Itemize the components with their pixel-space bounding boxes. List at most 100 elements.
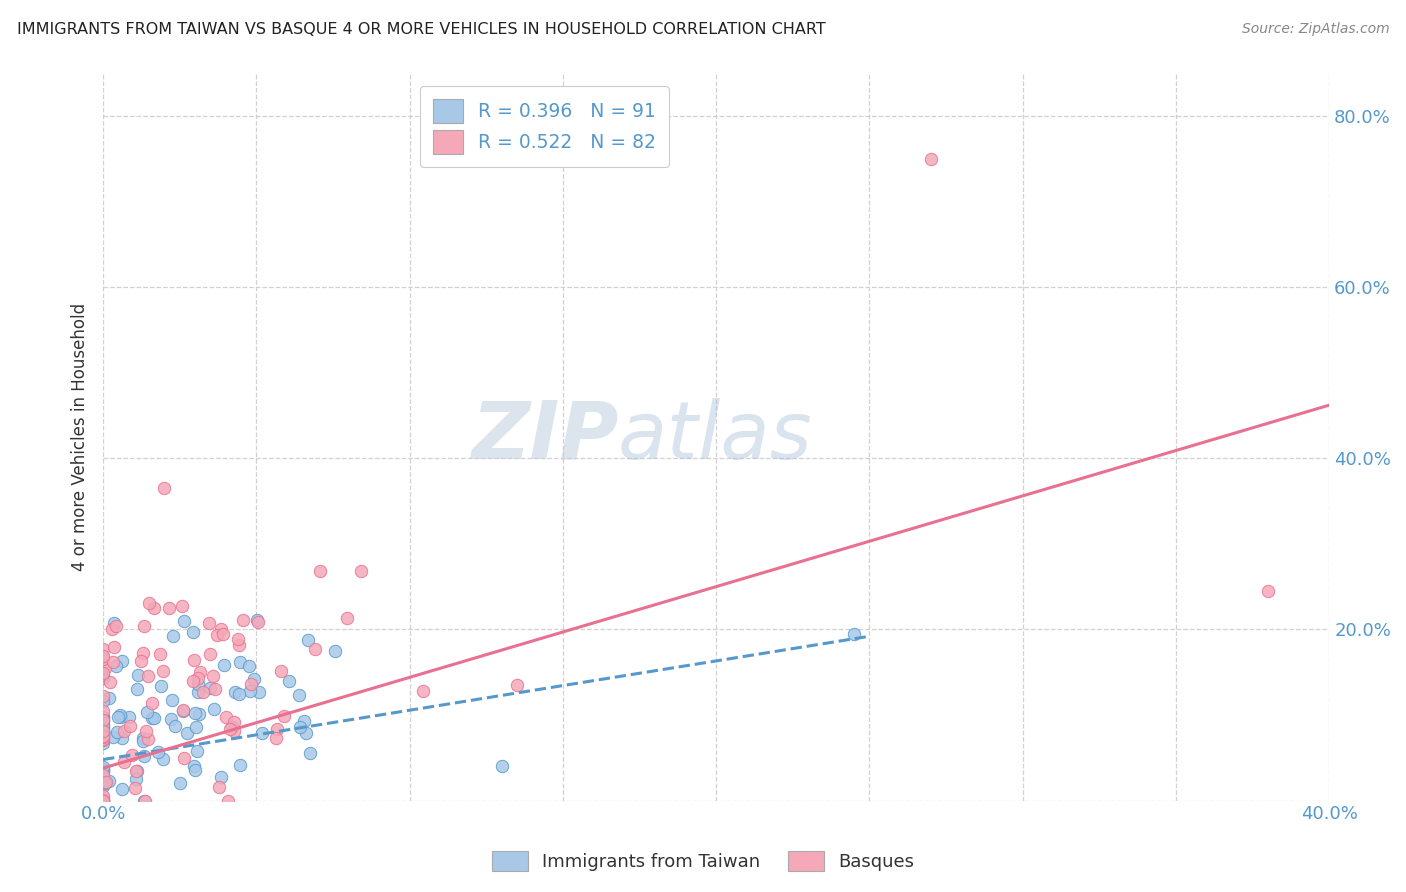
Point (136, 669, 159, 683)
Point (138, 596, 160, 610)
Point (222, 714, 245, 729)
Point (91, 789, 114, 804)
Point (132, 646, 155, 660)
Point (91, 721, 114, 735)
Point (91, 736, 114, 750)
Point (91, 793, 114, 807)
Point (295, 725, 318, 739)
Point (173, 614, 195, 628)
Point (125, 682, 148, 697)
Point (142, 711, 165, 725)
Point (91, 649, 114, 664)
Point (209, 622, 232, 636)
Point (110, 782, 132, 797)
Point (491, 759, 513, 773)
Point (152, 752, 174, 766)
Point (172, 599, 194, 613)
Point (187, 677, 209, 691)
Point (101, 623, 124, 637)
Point (149, 647, 172, 661)
Point (243, 672, 266, 686)
Point (98, 691, 121, 706)
Point (132, 731, 155, 745)
Point (198, 681, 221, 695)
Point (111, 731, 134, 745)
Point (91, 794, 114, 808)
Point (212, 626, 235, 640)
Point (94, 776, 117, 790)
Point (297, 633, 319, 648)
Point (91, 794, 114, 808)
Point (350, 564, 373, 578)
Point (125, 772, 148, 786)
Point (91, 730, 114, 744)
Point (91, 665, 114, 680)
Point (187, 671, 209, 685)
Point (91, 760, 114, 774)
Point (228, 687, 250, 701)
Point (124, 781, 146, 796)
Point (163, 718, 186, 732)
Point (101, 655, 124, 669)
Point (91, 794, 114, 808)
Point (205, 628, 228, 642)
Point (91, 727, 114, 741)
Point (201, 668, 224, 682)
Point (173, 751, 195, 765)
Point (91, 722, 114, 736)
Point (143, 600, 166, 615)
Point (288, 688, 311, 702)
Point (250, 726, 273, 740)
Point (191, 684, 214, 698)
Point (129, 654, 152, 668)
Text: atlas: atlas (619, 398, 813, 475)
Point (187, 685, 209, 699)
Point (278, 674, 301, 689)
Point (103, 640, 125, 654)
Point (204, 682, 226, 697)
Point (91, 713, 114, 727)
Point (111, 654, 134, 668)
Point (228, 639, 250, 653)
Point (169, 776, 191, 790)
Point (91, 791, 114, 805)
Point (298, 746, 321, 760)
Point (264, 731, 287, 745)
Point (132, 794, 155, 808)
Point (224, 724, 246, 739)
Point (218, 722, 240, 736)
Point (266, 722, 288, 736)
Point (184, 763, 207, 777)
Point (91, 713, 114, 727)
Point (506, 678, 529, 692)
Point (107, 709, 129, 723)
Point (240, 677, 263, 691)
Point (238, 659, 260, 673)
Text: IMMIGRANTS FROM TAIWAN VS BASQUE 4 OR MORE VEHICLES IN HOUSEHOLD CORRELATION CHA: IMMIGRANTS FROM TAIWAN VS BASQUE 4 OR MO… (17, 22, 825, 37)
Point (247, 615, 270, 629)
Text: ZIP: ZIP (471, 398, 619, 475)
Point (135, 723, 157, 738)
Point (412, 684, 434, 698)
Point (239, 683, 262, 698)
Point (183, 624, 205, 639)
Point (290, 720, 312, 734)
Point (112, 755, 135, 769)
Point (91, 718, 114, 732)
Point (172, 703, 194, 717)
Point (132, 733, 155, 747)
Point (184, 720, 207, 734)
Point (183, 653, 205, 667)
Point (91, 764, 114, 778)
Point (91, 719, 114, 733)
Point (91, 767, 114, 781)
Point (323, 643, 346, 657)
Point (91, 668, 114, 682)
Point (98, 774, 121, 789)
Point (91, 710, 114, 724)
Point (172, 704, 194, 718)
Point (176, 726, 198, 740)
Point (91, 709, 114, 723)
Point (202, 702, 225, 716)
Point (198, 615, 221, 630)
